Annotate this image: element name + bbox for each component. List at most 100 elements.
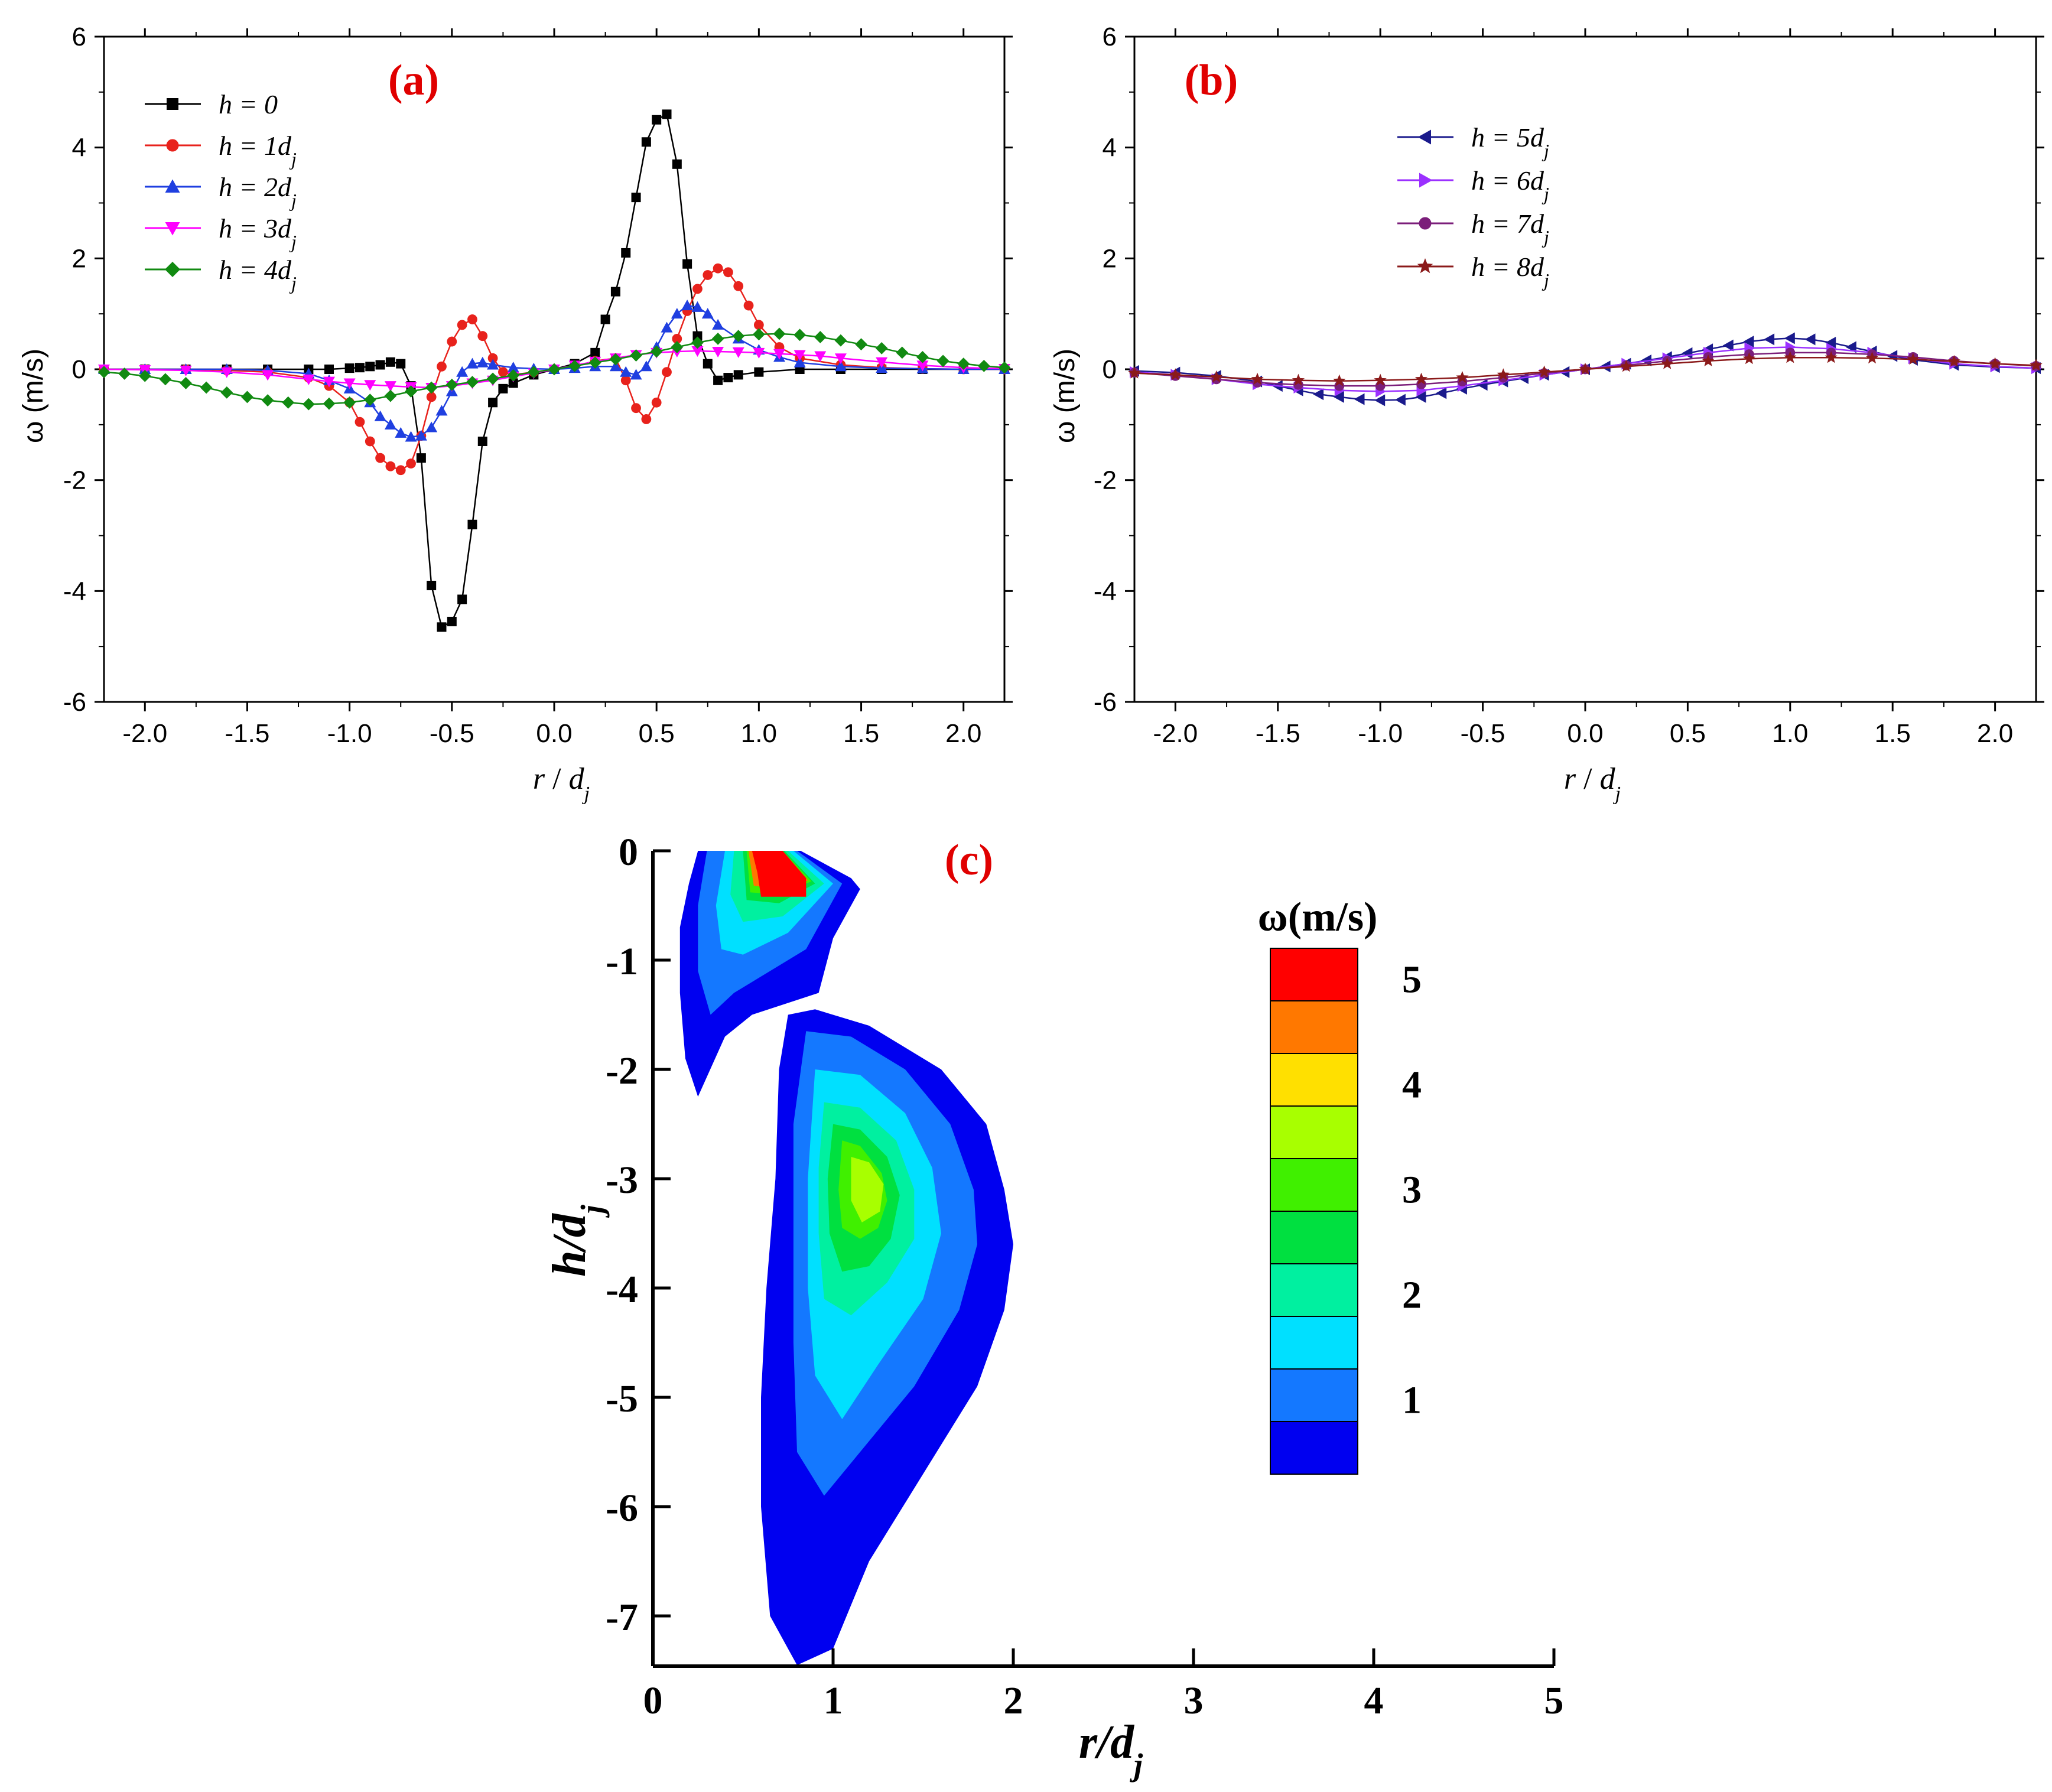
panel-a-series-2-line xyxy=(104,304,1004,438)
panel-a-x-tick-label: 0.0 xyxy=(536,719,572,748)
panel-a-series-1-point xyxy=(395,465,406,476)
panel-a-series-4-point xyxy=(302,398,315,411)
panel-b-series-3-point xyxy=(1292,373,1305,386)
panel-a-legend-marker xyxy=(165,262,180,277)
panel-a-legend-label: h = 2dj xyxy=(219,172,297,211)
panel-a-series-4-point xyxy=(220,386,233,399)
panel-b-series-0-point xyxy=(1477,379,1488,391)
colorbar-swatch xyxy=(1270,1263,1358,1317)
panel-a-series-4-point xyxy=(998,361,1011,374)
panel-a-series-1-point xyxy=(703,270,713,280)
panel-a-series-0-point xyxy=(723,373,733,383)
panel-b-legend-label-main: h = 8d xyxy=(1471,252,1544,282)
panel-c-y-tick-label: -3 xyxy=(606,1159,638,1202)
panel-b-y-tick-label: -2 xyxy=(1094,466,1117,495)
panel-b-series-3-point xyxy=(2030,359,2043,371)
panel-a-series-4-point xyxy=(936,355,949,367)
colorbar-swatch xyxy=(1270,1053,1358,1107)
panel-a-series-0-point xyxy=(631,193,641,203)
panel-a-x-tick-label: -0.5 xyxy=(430,719,474,748)
panel-a-series-4-point xyxy=(691,336,704,349)
panel-a-series-3-point xyxy=(876,357,888,368)
colorbar-swatch xyxy=(1270,1421,1358,1475)
panel-a-legend-item: h = 2dj xyxy=(145,172,297,211)
contour-region-level-5 xyxy=(752,851,807,897)
panel-c-y-tick-label: -2 xyxy=(606,1049,638,1092)
panel-b-y-tick-label: -6 xyxy=(1094,688,1117,717)
panel-a-series-2-point xyxy=(712,318,724,330)
panel-a-series-2-point xyxy=(425,421,438,432)
panel-a-series-0-point xyxy=(375,360,385,370)
panel-a-series-3-point xyxy=(323,376,335,388)
colorbar-swatch xyxy=(1270,1211,1358,1264)
panel-a-y-tick-label: 6 xyxy=(72,22,86,51)
panel-a-series-2-point xyxy=(691,301,704,312)
panel-a-series-4-point xyxy=(814,331,827,343)
panel-b-series-0-point xyxy=(1764,333,1775,346)
panel-a-series-1-point xyxy=(487,353,498,363)
panel-a-legend-item: h = 3dj xyxy=(145,213,297,252)
panel-a-series-0-point xyxy=(385,357,395,367)
panel-a-series-1-point xyxy=(437,361,447,372)
panel-a-series-1-point xyxy=(631,403,641,414)
panel-a-series-4-point xyxy=(241,391,253,404)
panel-b-y-tick-label: 4 xyxy=(1103,134,1117,162)
panel-a-series-0 xyxy=(99,109,1009,632)
panel-a-legend-label-main: h = 0 xyxy=(219,89,278,119)
panel-a-x-axis-title: r / dj xyxy=(533,762,590,805)
panel-a-series-0-point xyxy=(672,159,682,169)
panel-a-series-3-point xyxy=(180,365,192,376)
panel-a-series-2-point xyxy=(701,308,714,319)
panel-a-x-tick-label: -2.0 xyxy=(122,719,167,748)
panel-a-series-1-point xyxy=(498,367,508,378)
panel-a-legend-label-main: h = 1d xyxy=(219,131,292,161)
panel-a-series-0-point xyxy=(488,398,498,408)
panel-b-legend-label-sub: j xyxy=(1542,269,1549,291)
panel-a-legend-marker xyxy=(165,222,180,236)
panel-b-legend-label: h = 7dj xyxy=(1471,209,1549,248)
panel-a-series-4-point xyxy=(957,357,970,370)
panel-a-series-0-point xyxy=(641,137,651,147)
panel-a-x-axis: -2.0 -1.5 -1.0 -0.5 0.0 0.5 1.0 1.5 2.0 xyxy=(122,28,981,748)
panel-a-series-2-point xyxy=(405,431,417,442)
panel-b-series-3-point xyxy=(1414,372,1428,385)
panel-a-legend-label: h = 1dj xyxy=(219,131,297,170)
colorbar-tick-label: 1 xyxy=(1402,1379,1422,1422)
panel-a-series-0-point xyxy=(447,616,457,626)
panel-a-series-2-point xyxy=(466,357,479,369)
panel-b-series-0-point xyxy=(1743,336,1754,348)
panel-c-y-tick-label: -6 xyxy=(606,1487,638,1530)
panel-b-series-0-point xyxy=(1722,339,1734,352)
panel-a-series-0-point xyxy=(610,287,620,297)
panel-a-series-0-point xyxy=(427,580,437,590)
panel-c-colorbar: 5 4 3 2 1 xyxy=(1270,948,1422,1475)
panel-c-x-tick-label: 1 xyxy=(824,1679,843,1722)
panel-a-series-1-point xyxy=(713,263,723,274)
panel-c-y-axis-title: h/dj xyxy=(544,1204,610,1277)
panel-a-series-0-point xyxy=(703,359,713,369)
panel-a-series-4-point xyxy=(711,332,724,345)
panel-b-legend-item: h = 7dj xyxy=(1397,209,1549,248)
panel-c-plot-area: 0 1 2 3 4 5 0 -1 -2 -3 -4 -5 -6 -7 xyxy=(606,831,1563,1722)
panel-b-series-0-point xyxy=(1845,341,1856,353)
panel-a-plot-area: -2.0 -1.5 -1.0 -0.5 0.0 0.5 1.0 1.5 2.0 -6 -4 -2 0 2 4… xyxy=(63,22,1013,748)
panel-a-series-3-point xyxy=(384,381,396,392)
panel-a-series-4-point xyxy=(671,341,684,353)
panel-a-series-1-point xyxy=(385,461,396,471)
panel-a-series-0-point xyxy=(365,362,375,372)
panel-a-x-tick-label: -1.0 xyxy=(327,719,372,748)
panel-c-y-tick-label: -1 xyxy=(606,940,638,983)
panel-a-series-3-point xyxy=(343,378,356,389)
panel-a-legend-label: h = 4dj xyxy=(219,255,297,294)
panel-b-legend-label-sub: j xyxy=(1542,140,1549,161)
panel-a-series-2-point xyxy=(671,308,683,319)
panel-b-y-tick-label: 2 xyxy=(1103,244,1117,273)
panel-a-series-4-point xyxy=(650,345,663,358)
panel-a-legend-label: h = 0 xyxy=(219,89,278,119)
colorbar-title: ω(m/s) xyxy=(1258,895,1378,940)
panel-b-x-axis-title: r / dj xyxy=(1564,762,1621,805)
panel-a-series-4-point xyxy=(261,394,274,406)
panel-a-series-0-point xyxy=(477,436,487,446)
panel-a-series-0-point xyxy=(396,359,406,369)
